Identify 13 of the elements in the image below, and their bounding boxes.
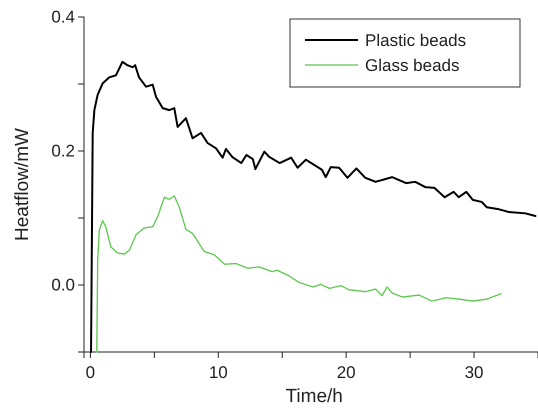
x-tick-label: 30: [464, 363, 484, 382]
x-tick-label: 10: [208, 363, 228, 382]
x-axis-title: Time/h: [286, 386, 343, 407]
legend-label: Glass beads: [365, 56, 460, 75]
x-tick-label: 0: [86, 363, 96, 382]
line-series: [96, 195, 502, 353]
x-tick-label: 20: [336, 363, 356, 382]
line-series: [90, 60, 536, 353]
y-tick-label: 0.0: [51, 275, 75, 294]
legend-label: Plastic beads: [365, 31, 466, 50]
y-axis-title: Heatflow/mW: [12, 128, 33, 241]
y-tick-label: 0.4: [51, 7, 75, 26]
y-tick-label: 0.2: [51, 141, 75, 160]
